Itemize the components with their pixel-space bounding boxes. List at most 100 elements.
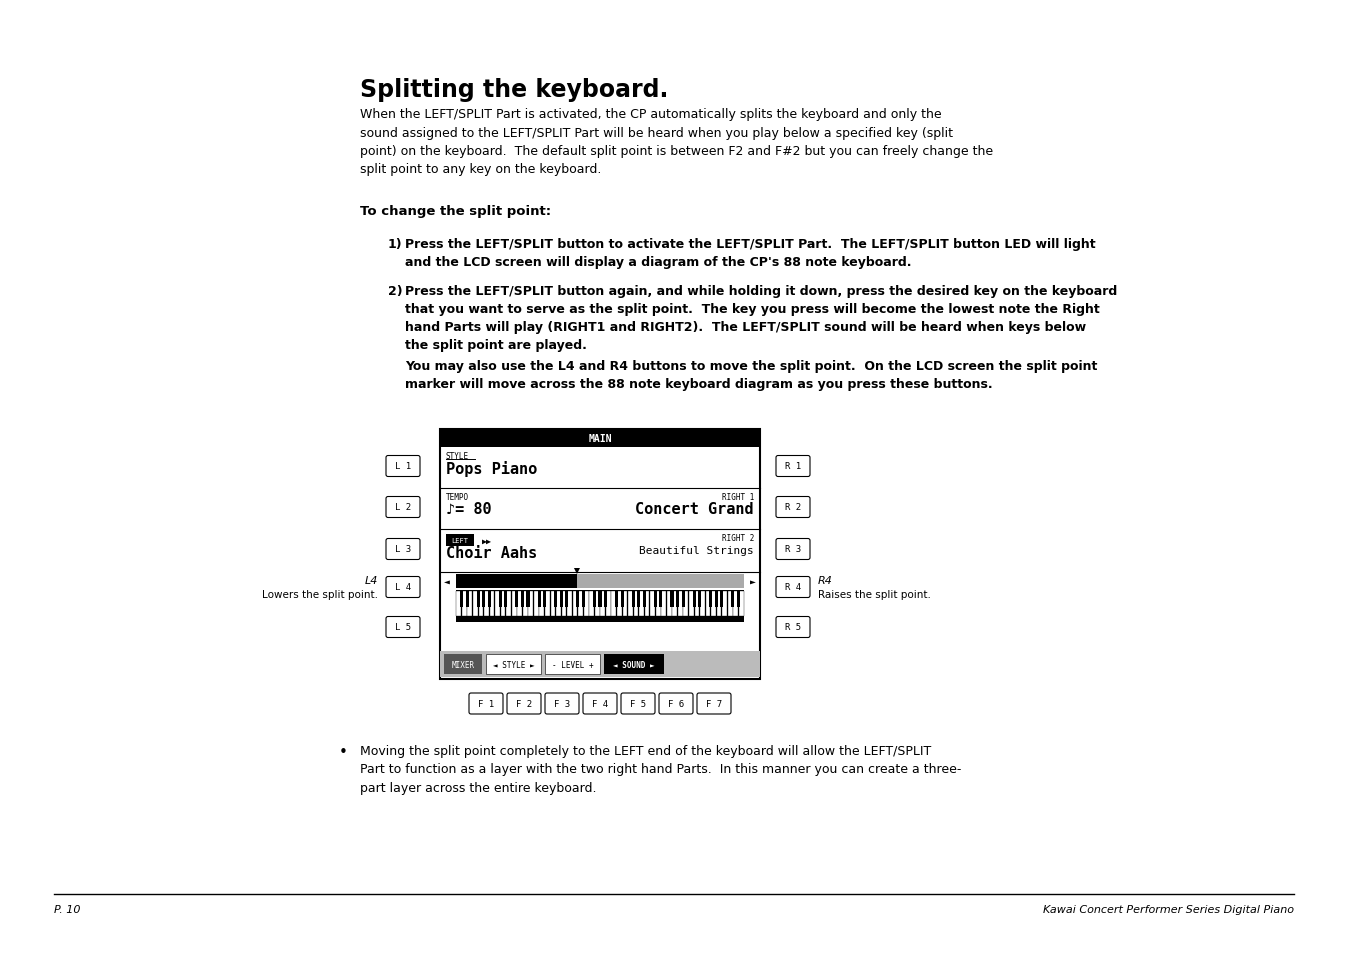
Bar [693, 592, 696, 607]
Bar [607, 592, 611, 617]
Bar [504, 592, 507, 607]
Bar [700, 592, 705, 617]
Bar [709, 592, 712, 607]
Bar [732, 592, 735, 607]
Text: You may also use the L4 and R4 buttons to move the split point.  On the LCD scre: You may also use the L4 and R4 buttons t… [404, 359, 1097, 391]
Bar [527, 592, 530, 607]
Bar [439, 651, 760, 678]
Bar [460, 592, 464, 607]
Bar [538, 592, 541, 607]
Text: F 5: F 5 [630, 700, 646, 708]
Bar [539, 592, 545, 617]
Bar [577, 575, 744, 588]
Bar [487, 655, 541, 675]
Bar [682, 592, 685, 607]
FancyBboxPatch shape [697, 693, 731, 714]
FancyBboxPatch shape [621, 693, 655, 714]
Bar [507, 592, 511, 617]
FancyBboxPatch shape [776, 497, 810, 518]
Bar [615, 592, 619, 607]
Text: R 2: R 2 [785, 503, 801, 512]
FancyBboxPatch shape [776, 577, 810, 598]
Bar [628, 592, 632, 617]
Bar [489, 592, 495, 617]
Bar [462, 592, 466, 617]
FancyBboxPatch shape [776, 456, 810, 477]
FancyBboxPatch shape [386, 539, 421, 560]
Text: Raises the split point.: Raises the split point. [818, 589, 931, 599]
Bar [593, 592, 596, 607]
Bar [512, 592, 516, 617]
Bar [568, 592, 572, 617]
Bar [638, 592, 640, 607]
Text: ◄ STYLE ►: ◄ STYLE ► [492, 659, 534, 669]
Bar [457, 592, 461, 617]
Text: STYLE: STYLE [446, 452, 469, 460]
Bar [604, 592, 607, 607]
FancyBboxPatch shape [545, 693, 580, 714]
FancyBboxPatch shape [386, 497, 421, 518]
Bar [655, 592, 661, 617]
Bar [557, 592, 561, 617]
Text: Concert Grand: Concert Grand [635, 501, 754, 517]
Text: ▶▶: ▶▶ [483, 536, 492, 545]
Bar [500, 592, 506, 617]
Bar [620, 592, 624, 607]
Text: L 2: L 2 [395, 503, 411, 512]
Text: Kawai Concert Performer Series Digital Piano: Kawai Concert Performer Series Digital P… [1043, 904, 1294, 914]
Text: F 2: F 2 [516, 700, 532, 708]
Text: Moving the split point completely to the LEFT end of the keyboard will allow the: Moving the split point completely to the… [360, 744, 961, 794]
Bar [446, 535, 474, 546]
Bar [723, 592, 727, 617]
Bar [534, 592, 539, 617]
FancyBboxPatch shape [659, 693, 693, 714]
Bar [582, 592, 585, 607]
Bar [673, 592, 677, 617]
Text: MAIN: MAIN [588, 434, 612, 443]
Bar [479, 592, 484, 617]
Bar [739, 592, 744, 617]
Text: Splitting the keyboard.: Splitting the keyboard. [360, 78, 669, 102]
Text: MIXER: MIXER [452, 659, 474, 669]
Text: R 5: R 5 [785, 623, 801, 632]
Bar [689, 592, 694, 617]
Bar [562, 592, 566, 617]
Bar [639, 592, 644, 617]
Text: Press the LEFT/SPLIT button again, and while holding it down, press the desired : Press the LEFT/SPLIT button again, and w… [404, 285, 1117, 352]
Text: TEMPO: TEMPO [446, 493, 469, 501]
Bar [584, 592, 589, 617]
Text: P. 10: P. 10 [54, 904, 81, 914]
Text: R 1: R 1 [785, 462, 801, 471]
Bar [499, 592, 501, 607]
Bar [528, 592, 534, 617]
Bar [523, 592, 527, 617]
Text: ◄: ◄ [443, 577, 450, 586]
Bar [484, 592, 489, 617]
Bar [662, 592, 666, 617]
Text: RIGHT 2: RIGHT 2 [721, 534, 754, 542]
Text: F 3: F 3 [554, 700, 570, 708]
Text: L 5: L 5 [395, 623, 411, 632]
Bar [577, 592, 580, 607]
Bar [733, 592, 739, 617]
Text: Pops Piano: Pops Piano [446, 460, 538, 476]
Bar [589, 592, 594, 617]
Bar [443, 655, 483, 675]
Text: Beautiful Strings: Beautiful Strings [639, 545, 754, 556]
Bar [439, 430, 760, 448]
Bar [573, 592, 577, 617]
Bar [594, 592, 600, 617]
Bar [545, 655, 600, 675]
Bar [439, 430, 760, 679]
FancyBboxPatch shape [386, 456, 421, 477]
Bar [659, 592, 662, 607]
Bar [720, 592, 724, 607]
Text: F 1: F 1 [479, 700, 495, 708]
Text: Press the LEFT/SPLIT button to activate the LEFT/SPLIT Part.  The LEFT/SPLIT but: Press the LEFT/SPLIT button to activate … [404, 237, 1096, 269]
Bar [644, 592, 650, 617]
Bar [728, 592, 732, 617]
Text: Lowers the split point.: Lowers the split point. [262, 589, 377, 599]
Text: When the LEFT/SPLIT Part is activated, the CP automatically splits the keyboard : When the LEFT/SPLIT Part is activated, t… [360, 108, 993, 176]
Bar [675, 592, 679, 607]
Text: Choir Aahs: Choir Aahs [446, 545, 538, 560]
